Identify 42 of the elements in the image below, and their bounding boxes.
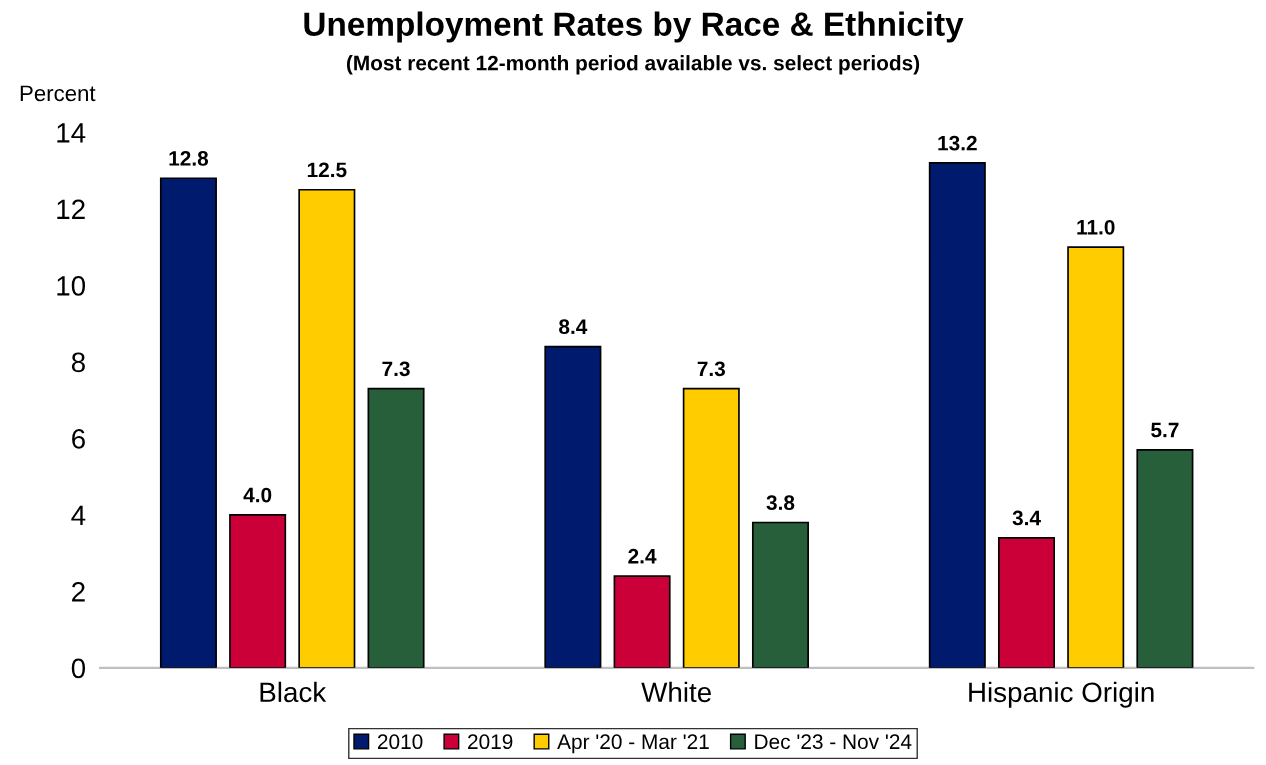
data-label: 12.5 [307,162,347,178]
bar [682,387,740,668]
y-tick-label: 8 [71,352,85,373]
bar [613,575,671,668]
legend-label: Dec '23 - Nov '24 [755,734,912,750]
y-tick-label: 12 [57,199,85,219]
y-tick-label: 10 [57,276,86,296]
data-label: 5.7 [1151,422,1179,438]
data-label: 11.0 [1077,219,1115,235]
chart-title: Unemployment Rates by Race & Ethnicity [304,11,964,43]
x-tick-label: Black [260,681,327,703]
y-axis-title: Percent [20,85,96,102]
data-label: 12.8 [169,151,209,166]
legend-label: 2010 [377,734,423,750]
legend-label: Apr '20 - Mar '21 [557,734,709,754]
legend-label: 2019 [468,734,513,750]
bar [1067,246,1125,668]
bar [229,514,287,668]
data-label: 8.4 [559,319,588,335]
data-label: 7.3 [697,361,726,377]
bar [159,177,217,668]
x-tick-label: Hispanic Origin [969,681,1154,708]
chart-subtitle: (Most recent 12-month period available vs. select periods) [346,55,920,75]
data-label: 4.0 [243,487,272,503]
bar [544,345,602,668]
data-label: 3.4 [1012,510,1041,526]
bar [928,162,986,668]
y-tick-label: 2 [72,582,85,602]
y-tick-label: 6 [72,429,85,449]
bar [1136,448,1194,668]
data-label: 7.3 [382,361,410,377]
bar [751,521,809,668]
bar [998,536,1056,668]
data-label: 3.8 [766,495,795,511]
y-tick-label: 0 [71,658,86,679]
bar [298,188,356,668]
data-label: 2.4 [628,548,657,564]
y-tick-label: 4 [71,505,86,525]
bar [367,387,425,668]
data-label: 13.2 [938,135,977,151]
y-tick-label: 14 [57,123,86,143]
x-tick-label: White [641,681,711,703]
